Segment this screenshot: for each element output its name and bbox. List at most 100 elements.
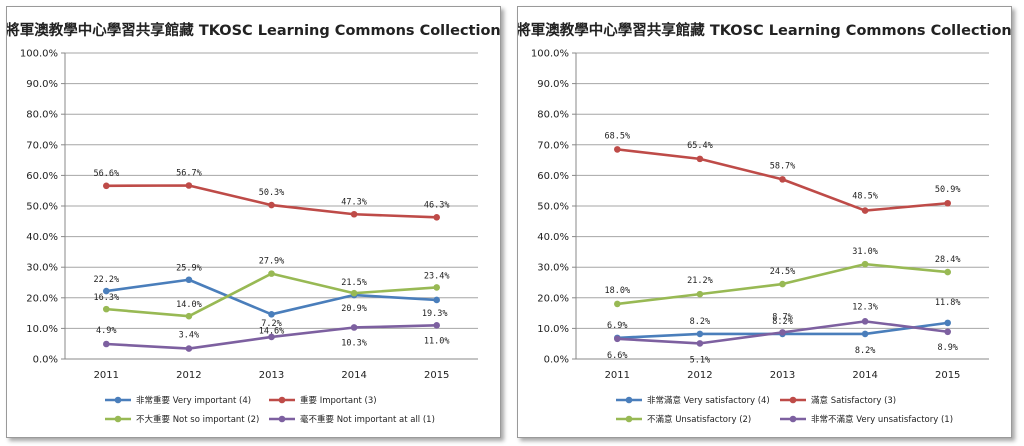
legend-label: 重要 Important (3): [300, 395, 377, 406]
data-point: [944, 319, 951, 327]
y-tick-label: 30.0%: [26, 263, 58, 274]
data-point: [861, 260, 869, 268]
x-tick-label: 2013: [259, 370, 284, 381]
y-tick-label: 40.0%: [537, 232, 569, 243]
y-tick-label: 20.0%: [26, 293, 58, 304]
data-point: [696, 290, 704, 298]
data-point: [614, 146, 621, 153]
data-point: [614, 335, 621, 343]
y-tick-label: 0.0%: [33, 355, 58, 366]
legend-swatch-marker: [278, 415, 286, 423]
data-label: 68.5%: [605, 131, 631, 141]
x-tick-label: 2012: [176, 370, 201, 381]
data-label: 50.9%: [935, 185, 961, 195]
data-label: 21.5%: [341, 278, 367, 288]
y-tick-label: 0.0%: [544, 355, 569, 366]
legend-label: 非常滿意 Very satisfactory (4): [647, 395, 770, 406]
data-label: 6.6%: [607, 351, 627, 361]
data-label: 6.9%: [607, 321, 627, 331]
data-point: [861, 330, 869, 338]
y-tick-label: 50.0%: [26, 202, 58, 213]
data-label: 3.4%: [179, 331, 199, 341]
data-point: [779, 329, 786, 336]
x-tick-label: 2014: [852, 370, 877, 381]
data-label: 8.7%: [772, 312, 792, 322]
data-point: [350, 289, 358, 297]
data-point: [696, 330, 704, 338]
data-label: 19.3%: [422, 309, 448, 319]
data-label: 8.9%: [937, 343, 957, 353]
data-point: [861, 318, 869, 325]
legend-label: 滿意 Satisfactory (3): [811, 395, 896, 406]
data-label: 25.9%: [176, 264, 202, 274]
legend-swatch-marker: [114, 396, 122, 404]
y-tick-label: 100.0%: [20, 49, 58, 60]
legend-swatch-marker: [278, 396, 286, 404]
data-point: [185, 312, 193, 320]
x-tick-label: 2013: [770, 370, 795, 381]
data-label: 22.2%: [94, 275, 120, 285]
x-tick-label: 2012: [687, 370, 712, 381]
x-tick-label: 2014: [341, 370, 366, 381]
y-tick-label: 90.0%: [537, 79, 569, 90]
x-tick-label: 2015: [424, 370, 449, 381]
data-label: 18.0%: [605, 286, 631, 296]
y-tick-label: 70.0%: [26, 140, 58, 151]
data-label: 14.0%: [176, 300, 202, 310]
y-tick-label: 80.0%: [26, 110, 58, 121]
x-tick-label: 2011: [605, 370, 630, 381]
data-label: 23.4%: [424, 271, 450, 281]
data-label: 47.3%: [341, 197, 367, 207]
y-tick-label: 90.0%: [26, 79, 58, 90]
y-tick-label: 100.0%: [531, 49, 569, 60]
data-label: 58.7%: [770, 161, 796, 171]
data-point: [268, 311, 275, 318]
data-label: 11.8%: [935, 298, 961, 308]
data-label: 16.3%: [94, 293, 120, 303]
data-point: [433, 296, 441, 304]
chart-panel-satisfaction: 將軍澳教學中心學習共享館藏 TKOSC Learning Commons Col…: [517, 6, 1012, 438]
y-tick-label: 60.0%: [26, 171, 58, 182]
data-label: 65.4%: [687, 141, 713, 151]
data-point: [350, 324, 358, 331]
y-tick-label: 60.0%: [537, 171, 569, 182]
data-label: 28.4%: [935, 255, 961, 265]
data-label: 56.6%: [94, 169, 120, 179]
y-tick-label: 30.0%: [537, 263, 569, 274]
chart-title: 將軍澳教學中心學習共享館藏 TKOSC Learning Commons Col…: [518, 21, 1011, 39]
data-point: [185, 276, 193, 284]
data-label: 21.2%: [687, 276, 713, 286]
data-point: [944, 268, 951, 276]
legend-swatch-marker: [789, 415, 797, 423]
y-tick-label: 80.0%: [537, 110, 569, 121]
chart-panel-importance: 將軍澳教學中心學習共享館藏 TKOSC Learning Commons Col…: [6, 6, 501, 438]
data-point: [696, 340, 704, 347]
data-point: [103, 287, 110, 295]
data-label: 11.0%: [424, 336, 450, 346]
data-point: [614, 300, 621, 308]
data-label: 7.2%: [261, 319, 281, 329]
data-point: [103, 182, 110, 190]
legend-swatch-marker: [114, 415, 122, 423]
y-tick-label: 20.0%: [537, 293, 569, 304]
data-label: 48.5%: [852, 192, 878, 202]
data-label: 56.7%: [176, 168, 202, 178]
y-tick-label: 10.0%: [26, 324, 58, 335]
series-line: [106, 278, 437, 316]
data-point: [696, 155, 704, 163]
data-label: 50.3%: [259, 188, 285, 198]
data-label: 12.3%: [852, 302, 878, 312]
data-label: 8.2%: [690, 317, 710, 327]
data-label: 20.9%: [341, 304, 367, 314]
data-point: [433, 322, 441, 329]
data-point: [268, 270, 275, 277]
y-tick-label: 40.0%: [26, 232, 58, 243]
data-label: 14.6%: [259, 326, 285, 336]
legend-swatch-marker: [625, 415, 633, 423]
y-tick-label: 50.0%: [537, 202, 569, 213]
data-label: 8.2%: [855, 346, 875, 356]
x-tick-label: 2011: [94, 370, 119, 381]
data-point: [103, 340, 110, 348]
data-point: [433, 284, 441, 291]
data-point: [185, 345, 193, 352]
